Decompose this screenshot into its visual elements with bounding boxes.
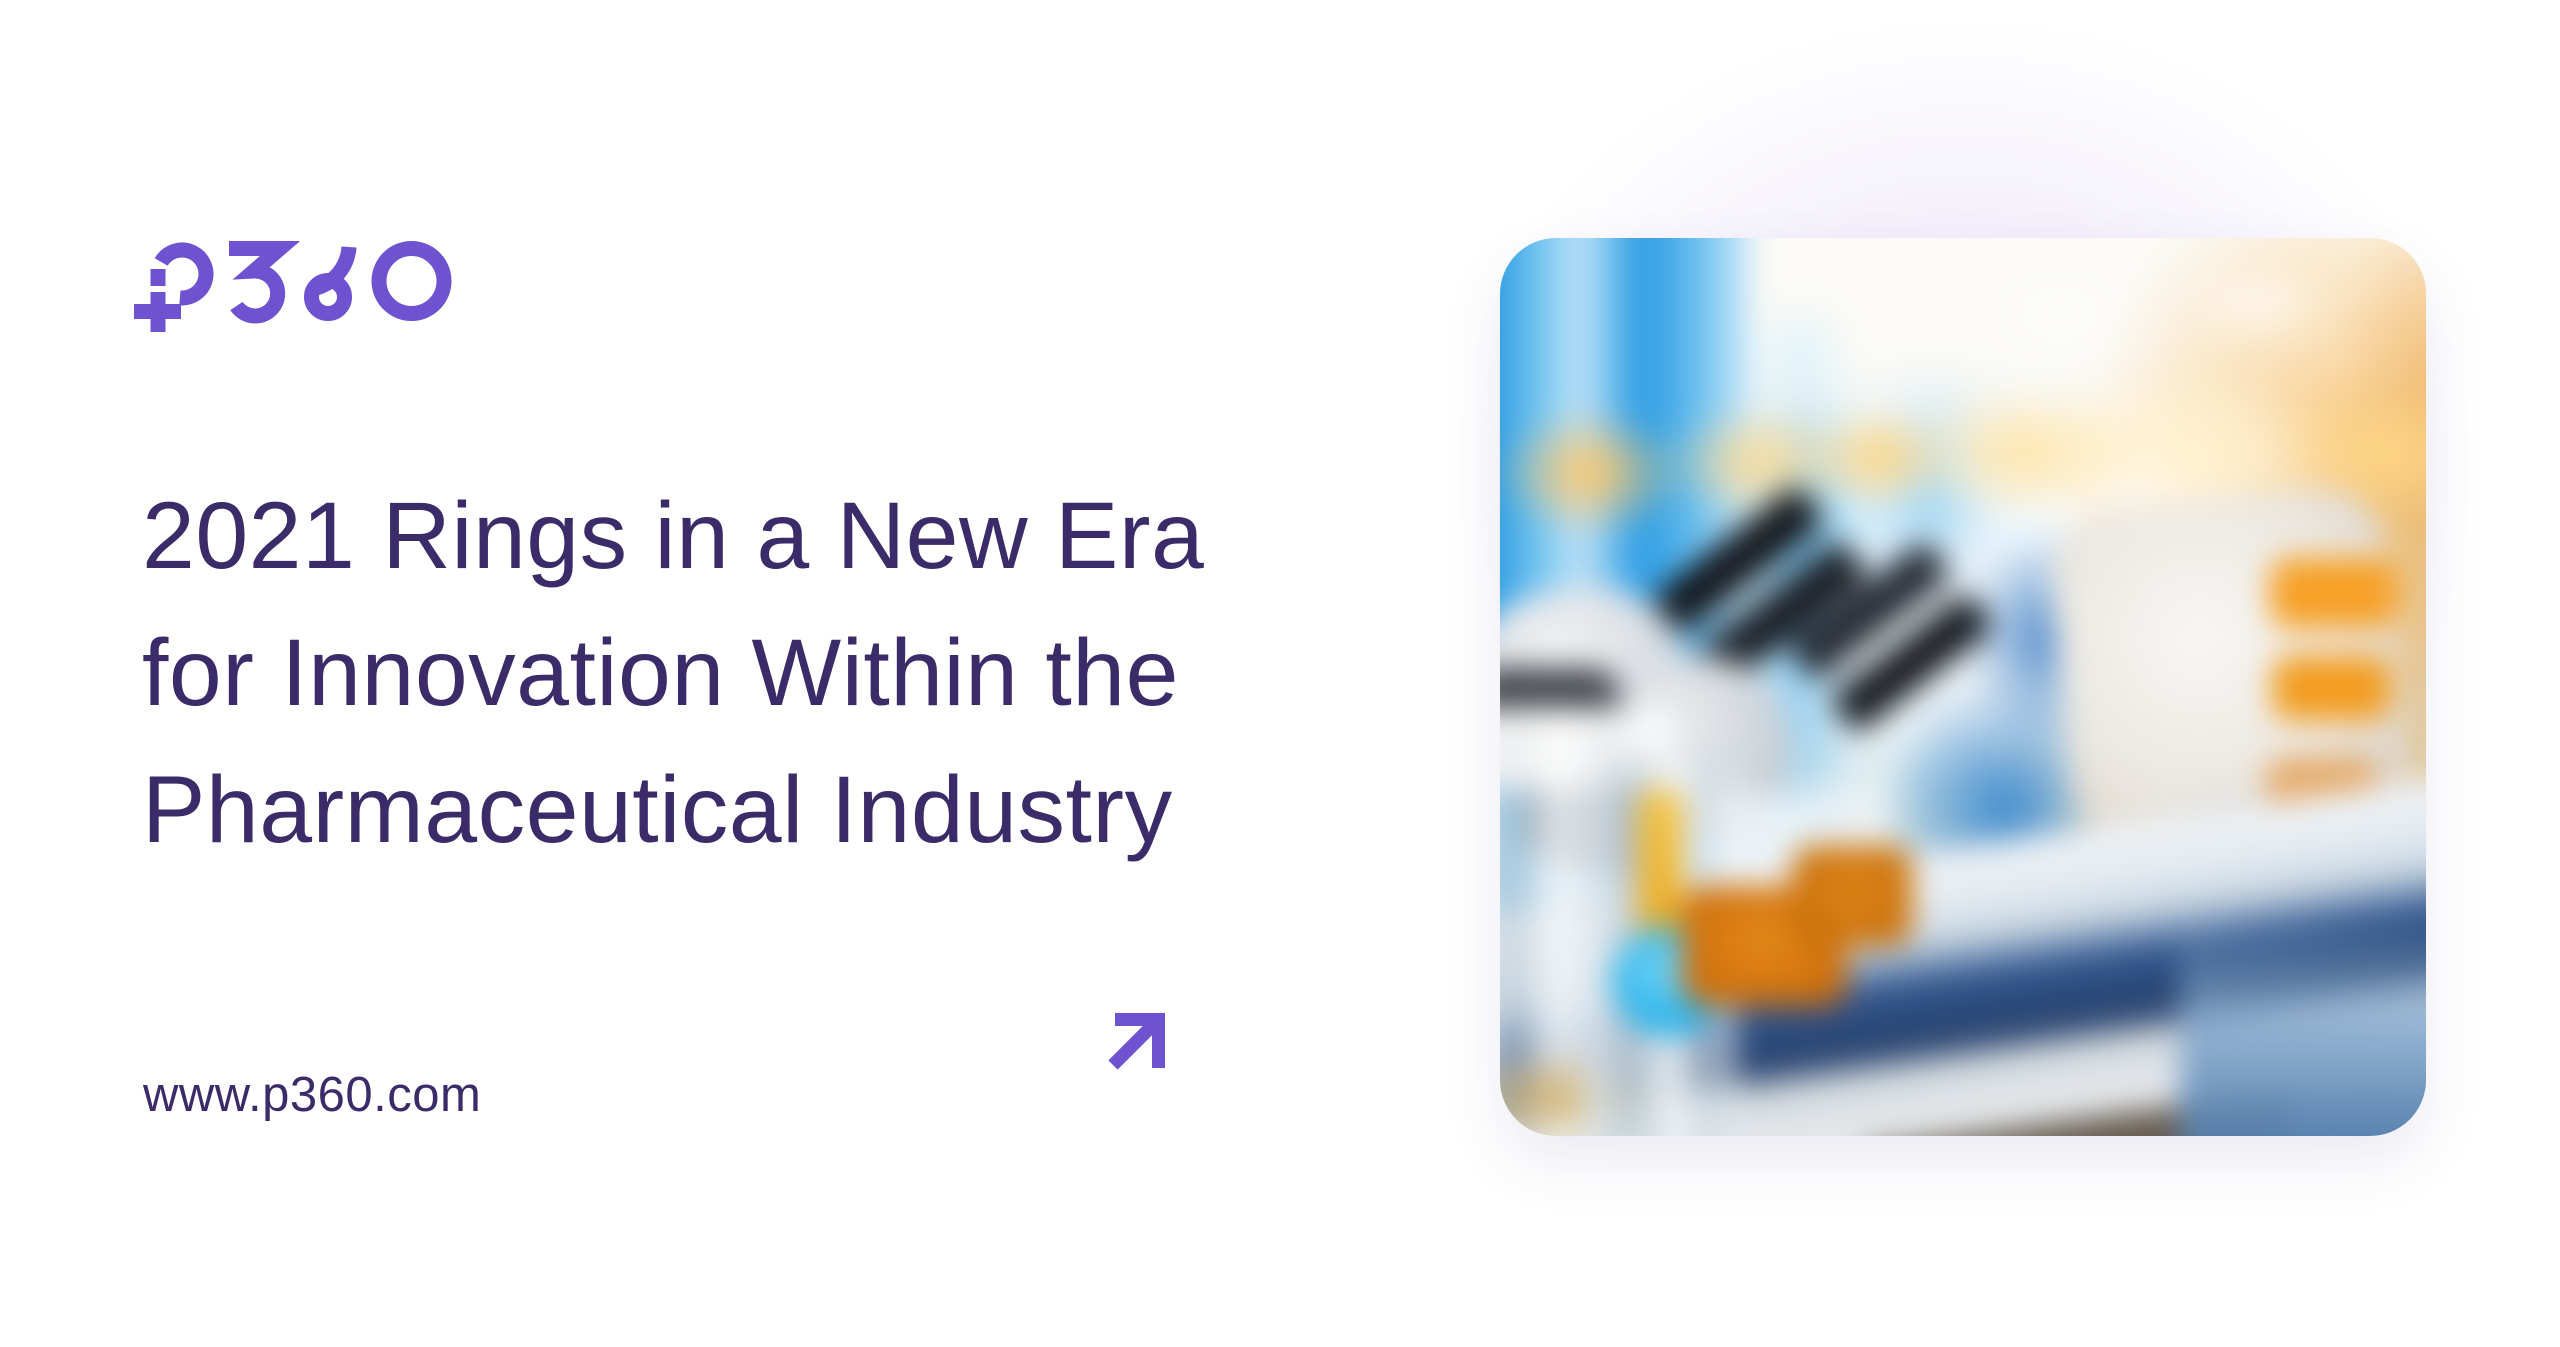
headline-line-3: Pharmaceutical Industry (142, 757, 1173, 863)
headline-line-2: for Innovation Within the (142, 620, 1179, 726)
arrow-up-right-icon[interactable] (1106, 1011, 1168, 1071)
hero-image (1500, 238, 2426, 1136)
photo-layer-right-blue (2180, 918, 2426, 1136)
photo-layer-orange-flask-2 (1792, 846, 1912, 946)
lab-photo (1500, 238, 2426, 1136)
headline-line-1: 2021 Rings in a New Era (142, 483, 1205, 589)
website-link[interactable]: www.p360.com (143, 1068, 482, 1122)
p360-logo-graphic (134, 241, 452, 332)
page-title: 2021 Rings in a New Era for Innovation W… (142, 468, 1204, 879)
p360-logo (134, 236, 452, 332)
photo-layer-orange-box-2 (2272, 656, 2390, 720)
photo-layer-orange-box-1 (2270, 558, 2395, 628)
